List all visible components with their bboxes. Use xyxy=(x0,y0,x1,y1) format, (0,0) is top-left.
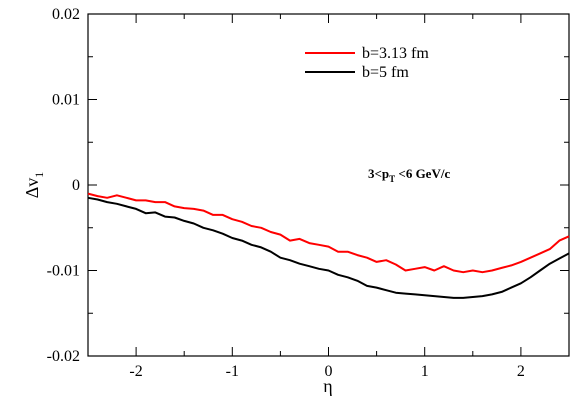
y-tick-label: 0.02 xyxy=(52,6,80,23)
y-tick-label: -0.01 xyxy=(47,263,80,280)
series-layer xyxy=(87,192,570,299)
x-tick-label: 2 xyxy=(517,363,525,380)
y-axis-title-sub: 1 xyxy=(32,172,46,178)
plot-frame xyxy=(87,13,570,357)
series-line-1 xyxy=(87,196,570,299)
series-line-0 xyxy=(87,192,570,274)
y-tick-label: 0 xyxy=(72,177,80,194)
legend-label-0: b=3.13 fm xyxy=(362,45,429,62)
y-tick-label: 0.01 xyxy=(52,92,80,109)
y-axis-title-main: Δv xyxy=(22,178,42,199)
legend: b=3.13 fm b=5 fm xyxy=(305,45,429,81)
annotation-sub: T xyxy=(389,174,395,184)
axis-ticks: -2 -1 0 1 2 -0.02 -0.01 0 0.01 0.02 xyxy=(47,6,570,380)
y-axis-title: Δv1 xyxy=(22,172,46,199)
x-tick-label: 1 xyxy=(421,363,429,380)
x-axis-title: η xyxy=(323,376,332,396)
x-tick-label: -1 xyxy=(226,363,239,380)
y-tick-label: -0.02 xyxy=(47,348,80,365)
annotation-prefix: 3<p xyxy=(368,166,389,181)
x-tick-label: 0 xyxy=(325,363,333,380)
annotation: 3<pT <6 GeV/c xyxy=(368,166,450,184)
x-tick-label: -2 xyxy=(129,363,142,380)
legend-label-1: b=5 fm xyxy=(362,64,409,81)
annotation-suffix: <6 GeV/c xyxy=(395,166,450,181)
